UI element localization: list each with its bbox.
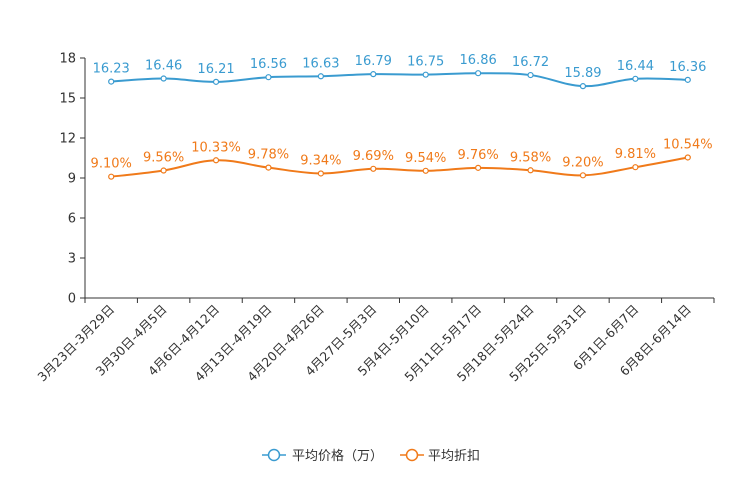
series-1-point[interactable]: [265, 74, 272, 81]
series-2-data-label: 9.81%: [615, 147, 656, 162]
legend-marker-icon: [405, 448, 419, 462]
series-1-point[interactable]: [370, 71, 377, 78]
series-2-data-label: 9.69%: [353, 149, 394, 164]
series-2-data-label: 10.54%: [663, 137, 713, 152]
series-1-data-label: 16.36: [669, 60, 706, 75]
series-2-point[interactable]: [422, 167, 429, 174]
y-tick-label: 0: [68, 292, 76, 307]
series-1-data-label: 16.63: [302, 56, 339, 71]
legend-label: 平均价格（万）: [292, 448, 383, 464]
series-2-data-label: 9.10%: [91, 157, 132, 172]
series-line-2: [111, 156, 688, 178]
series-2-data-label: 9.76%: [457, 148, 498, 163]
series-1-data-label: 16.44: [617, 59, 654, 74]
series-1-point[interactable]: [579, 83, 587, 90]
legend[interactable]: 平均价格（万） 平均折扣: [262, 448, 480, 464]
legend-item-1[interactable]: 平均价格（万）: [262, 448, 383, 464]
series-2-point[interactable]: [475, 164, 482, 171]
series-1-data-label: 16.72: [512, 55, 549, 70]
series-1-data-label: 16.79: [355, 54, 392, 69]
series-1-data-label: 16.56: [250, 57, 287, 72]
series-1-data-label: 16.75: [407, 55, 444, 70]
series-line-1: [111, 72, 688, 88]
series-2-point[interactable]: [579, 172, 587, 179]
series-2-point[interactable]: [108, 173, 115, 180]
series-1-data-label: 16.23: [93, 62, 130, 77]
series-2-point[interactable]: [632, 164, 639, 171]
series-1-point[interactable]: [212, 78, 220, 85]
series-2-data-label: 9.56%: [143, 151, 184, 166]
series-2-point[interactable]: [265, 164, 272, 171]
y-tick-label: 9: [68, 172, 76, 187]
series-1-point[interactable]: [475, 70, 482, 77]
series-1-data-label: 16.46: [145, 59, 182, 74]
series-1-data-label: 16.86: [460, 53, 497, 68]
y-tick-label: 3: [68, 252, 76, 267]
series-1-point[interactable]: [108, 78, 115, 85]
series-1-point[interactable]: [422, 71, 429, 78]
legend-item-2[interactable]: 平均折扣: [400, 448, 480, 464]
legend-label: 平均折扣: [428, 449, 480, 464]
series-2-point[interactable]: [684, 154, 691, 161]
series-2-data-label: 10.33%: [191, 140, 241, 155]
series-1-point[interactable]: [317, 73, 324, 80]
series-1-point[interactable]: [527, 71, 534, 79]
series-2-data-label: 9.34%: [300, 153, 341, 168]
series-1-point[interactable]: [684, 76, 691, 83]
series-1-point[interactable]: [632, 75, 639, 82]
y-tick-label: 18: [59, 52, 76, 67]
series-2-point[interactable]: [317, 170, 324, 177]
axes: 03691215183月23日-3月29日3月30日-4月5日4月6日-4月12…: [34, 52, 715, 384]
series-2-data-label: 9.58%: [510, 150, 551, 165]
y-tick-label: 12: [59, 132, 76, 147]
series-layer: [108, 70, 691, 180]
legend-marker-icon: [267, 448, 281, 462]
series-2-point[interactable]: [370, 165, 377, 172]
series-1-data-label: 16.21: [197, 62, 234, 77]
y-tick-label: 15: [59, 92, 76, 107]
series-2-data-label: 9.54%: [405, 151, 446, 166]
series-2-data-label: 9.20%: [562, 155, 603, 170]
series-2-point[interactable]: [160, 167, 167, 174]
series-1-point[interactable]: [160, 75, 167, 82]
y-tick-label: 6: [68, 212, 76, 227]
series-2-point[interactable]: [212, 157, 220, 164]
data-labels: 16.23 16.46 16.21 16.56 16.63 16.79 16.75 16.86…: [91, 53, 713, 171]
series-1-data-label: 15.89: [564, 66, 601, 81]
series-2-point[interactable]: [527, 167, 534, 174]
series-2-data-label: 9.78%: [248, 148, 289, 163]
